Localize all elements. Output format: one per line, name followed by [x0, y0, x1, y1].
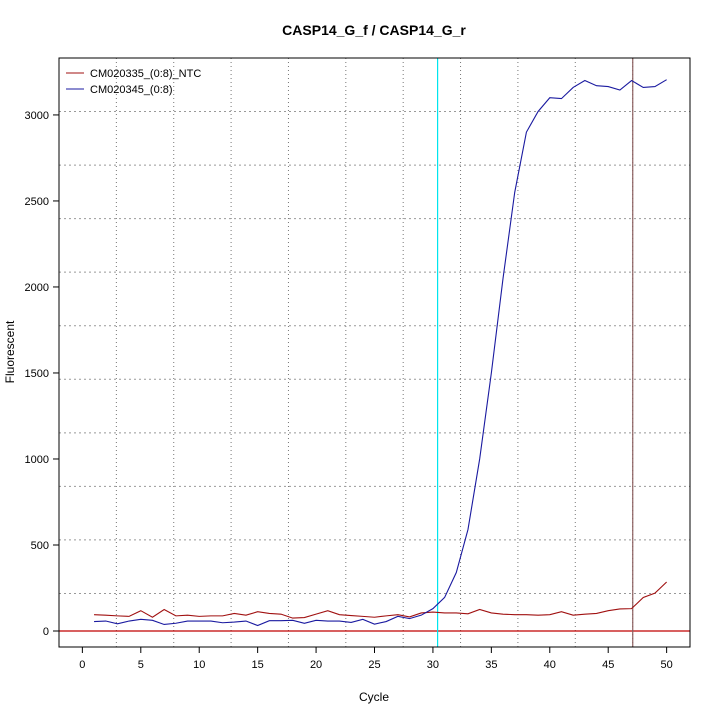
x-tick-label: 5 [138, 659, 144, 671]
plot-frame [58, 57, 691, 648]
legend: CM020335_(0:8)_NTC CM020345_(0:8) [66, 68, 201, 96]
legend-label: CM020335_(0:8)_NTC [90, 68, 201, 80]
series-line-ntc [94, 581, 668, 619]
x-tick-label: 15 [252, 659, 264, 671]
chart-title: CASP14_G_f / CASP14_G_r [282, 22, 466, 38]
y-tick-label: 2000 [25, 282, 49, 294]
y-tick-label: 0 [43, 626, 49, 638]
x-tick-label: 0 [79, 659, 85, 671]
y-tick-label: 1500 [25, 368, 49, 380]
y-tick-label: 3000 [25, 110, 49, 122]
x-tick-label: 40 [544, 659, 556, 671]
x-axis-label: Cycle [359, 690, 389, 704]
y-tick-label: 1000 [25, 454, 49, 466]
series-line-sample [94, 79, 667, 627]
y-tick-label: 500 [31, 540, 49, 552]
x-tick-label: 45 [602, 659, 614, 671]
y-tick-label: 2500 [25, 196, 49, 208]
legend-label: CM020345_(0:8) [90, 84, 173, 96]
y-axis-label: Fluorescent [3, 320, 17, 383]
x-tick-label: 30 [427, 659, 439, 671]
x-tick-label: 20 [310, 659, 322, 671]
x-tick-label: 10 [193, 659, 205, 671]
x-tick-label: 50 [661, 659, 673, 671]
x-tick-label: 25 [368, 659, 380, 671]
x-tick-label: 35 [485, 659, 497, 671]
